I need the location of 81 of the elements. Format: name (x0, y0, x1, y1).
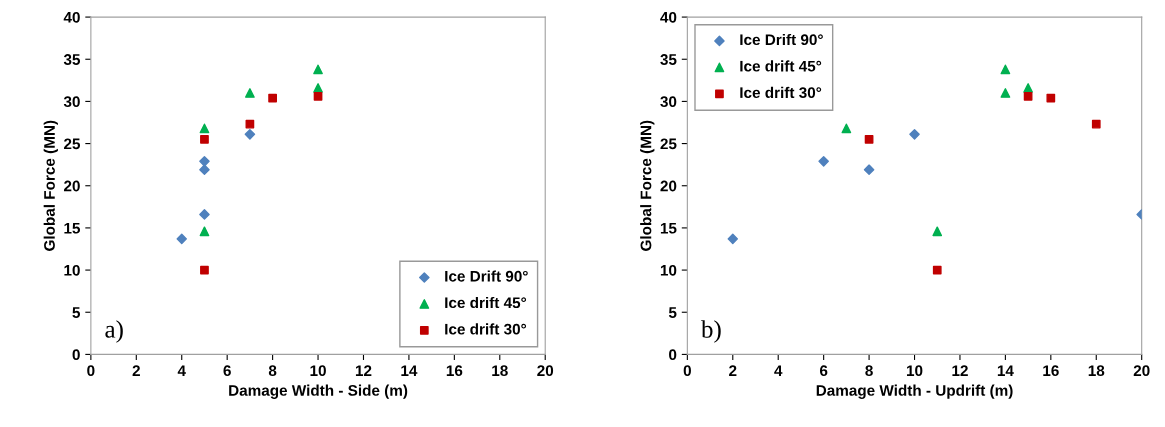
y-tick-label: 40 (63, 11, 80, 23)
x-tick-label: 12 (355, 365, 372, 376)
point (313, 91, 323, 101)
point (932, 226, 943, 237)
x-tick-label: 8 (268, 365, 277, 377)
y-tick-label: 10 (660, 264, 677, 276)
point (863, 164, 875, 176)
legend-label: Ice Drift 90° (740, 33, 823, 46)
x-tick-label: 0 (683, 365, 691, 377)
x-tick-label: 14 (997, 365, 1014, 376)
point (176, 233, 188, 245)
y-tick-label: 35 (63, 54, 81, 65)
y-tick-label: 15 (660, 222, 677, 234)
point (199, 209, 210, 220)
x-axis-title: Damage Width - Side (m) (229, 384, 408, 399)
point (932, 265, 942, 275)
x-tick-label: 20 (537, 365, 554, 377)
x-tick-label: 2 (729, 365, 737, 376)
x-tick-label: 12 (952, 365, 968, 376)
y-tick-label: 15 (64, 222, 81, 234)
y-tick-label: 20 (660, 180, 677, 192)
point (199, 155, 210, 167)
point (727, 233, 739, 245)
legend-label: Ice drift 30° (740, 86, 822, 99)
point (244, 129, 256, 140)
point (1023, 91, 1033, 101)
x-tick-label: 0 (87, 365, 95, 377)
point (1000, 88, 1011, 98)
x-tick-label: 14 (401, 365, 418, 376)
point (245, 119, 255, 129)
point (199, 123, 210, 134)
point (1023, 83, 1033, 93)
point (199, 226, 210, 237)
legend-label: Ice Drift 90° (445, 270, 528, 282)
x-tick-label: 4 (177, 365, 186, 376)
point (909, 129, 920, 140)
x-tick-label: 18 (492, 365, 508, 377)
x-tick-label: 16 (1043, 365, 1059, 377)
annotation: a) (105, 320, 123, 343)
annotation: b) (700, 320, 721, 343)
point (268, 93, 277, 103)
x-tick-label: 16 (446, 365, 463, 377)
y-tick-label: 30 (63, 96, 80, 108)
y-tick-label: 30 (660, 96, 677, 108)
point (841, 123, 852, 134)
y-tick-label: 5 (668, 307, 677, 318)
y-tick-label: 10 (64, 264, 80, 276)
y-axis-title: Global Force (MN) (640, 120, 655, 251)
y-tick-label: 40 (660, 11, 677, 23)
y-tick-label: 0 (669, 349, 677, 361)
y-tick-label: 35 (660, 54, 677, 65)
point (313, 83, 323, 93)
x-tick-label: 6 (223, 365, 231, 377)
point (1000, 64, 1011, 75)
point (200, 265, 209, 275)
x-tick-label: 10 (310, 365, 326, 377)
x-axis-title: Damage Width - Updrift (m) (816, 384, 1013, 399)
x-tick-label: 2 (132, 365, 140, 376)
x-tick-label: 4 (774, 365, 783, 376)
legend-label: Ice drift 45° (740, 60, 822, 72)
y-tick-label: 25 (660, 138, 677, 150)
y-tick-label: 0 (72, 349, 80, 361)
point (200, 134, 209, 144)
point (313, 64, 323, 75)
point (199, 164, 210, 176)
y-tick-label: 5 (72, 307, 81, 318)
x-tick-label: 6 (819, 365, 828, 377)
point (245, 88, 255, 98)
legend-label: Ice drift 30° (445, 323, 527, 335)
legend-label: Ice drift 45° (445, 296, 527, 309)
x-tick-label: 20 (1133, 365, 1150, 377)
point (1091, 119, 1101, 129)
x-tick-label: 8 (865, 365, 873, 377)
point (818, 155, 829, 167)
x-tick-label: 18 (1088, 365, 1105, 377)
x-tick-label: 10 (906, 365, 923, 377)
point (1046, 93, 1056, 103)
y-tick-label: 25 (63, 138, 81, 150)
y-tick-label: 20 (63, 180, 80, 192)
point (864, 134, 874, 144)
y-axis-title: Global Force (MN) (43, 120, 58, 251)
